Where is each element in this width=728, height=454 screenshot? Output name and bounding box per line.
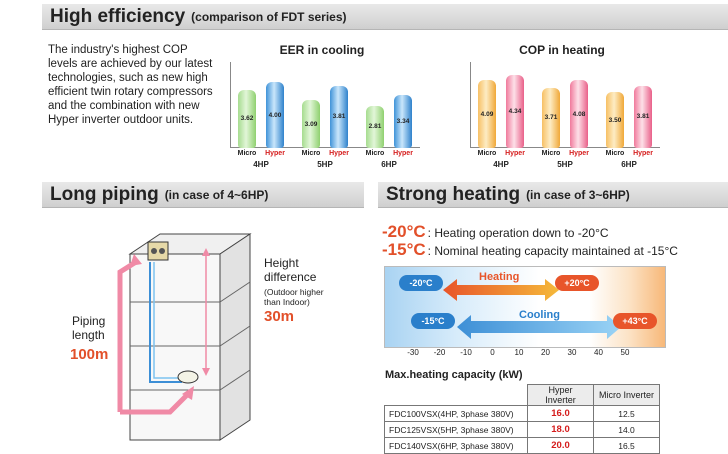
bar-micro: 4.09 (478, 80, 496, 148)
series-label: Hyper (633, 150, 653, 157)
heat-max-badge: +20°C (555, 275, 599, 291)
section-title: High efficiency (50, 5, 186, 27)
height-note: (Outdoor higher than Indoor) (264, 287, 324, 307)
section-subtitle: (comparison of FDT series) (191, 9, 347, 24)
temperature-range-chart: -20°C +20°C -15°C +43°C Heating Cooling (384, 266, 666, 348)
axis-tick-label: -30 (407, 348, 419, 357)
strong-heating-banner: Strong heating (in case of 3~6HP) (378, 182, 728, 208)
category-label: 4HP (493, 160, 509, 169)
height-label-line-2: difference (264, 270, 317, 284)
bar-hyper: 4.08 (570, 80, 588, 148)
cooling-label: Cooling (519, 309, 560, 321)
series-label: Hyper (329, 150, 349, 157)
chart-title: COP in heating (519, 43, 605, 57)
section-subtitle: (in case of 4~6HP) (164, 187, 269, 202)
axis-tick-label: 20 (541, 348, 550, 357)
height-label: Height difference (264, 256, 316, 284)
series-label: Micro (301, 150, 321, 157)
section-title: Long piping (50, 183, 159, 205)
table-row: FDC140VSX(6HP, 3phase 380V) 20.0 16.5 (384, 437, 660, 454)
axis-tick-label: 50 (620, 348, 630, 357)
piping-length-value: 100m (70, 346, 109, 363)
temp-value: -15°C (382, 240, 426, 259)
category-label: 4HP (253, 160, 269, 169)
table-header: Micro Inverter (593, 384, 660, 406)
series-label: Micro (541, 150, 561, 157)
hyper-cell: 18.0 (527, 421, 594, 438)
chart-title: EER in cooling (279, 43, 365, 57)
height-label-line-1: Height (264, 256, 299, 270)
table-header (384, 384, 528, 406)
table-row: FDC125VSX(5HP, 3phase 380V) 18.0 14.0 (384, 421, 660, 438)
model-cell: FDC140VSX(6HP, 3phase 380V) (384, 437, 528, 454)
hyper-cell: 20.0 (527, 437, 594, 454)
heating-line-1: -20°C : Heating operation down to -20°C (382, 222, 609, 242)
category-label: 5HP (317, 160, 333, 169)
building-piping-illustration (117, 233, 252, 441)
piping-label: Piping length (72, 314, 105, 342)
bar-hyper: 3.81 (330, 85, 348, 148)
category-label: 6HP (621, 160, 637, 169)
bar-hyper: 3.81 (634, 85, 652, 148)
cooling-range-arrow (457, 315, 621, 339)
series-label: Micro (365, 150, 385, 157)
efficiency-intro-text: The industry's highest COP levels are ac… (48, 44, 213, 126)
section-subtitle: (in case of 3~6HP) (526, 187, 630, 202)
cool-min-badge: -15°C (411, 313, 455, 329)
heating-line-text: : Heating operation down to -20°C (427, 226, 609, 240)
axis-tick-label: 10 (514, 348, 524, 357)
micro-cell: 14.0 (593, 421, 660, 438)
table-header: Hyper Inverter (527, 384, 594, 406)
series-label: Micro (477, 150, 497, 157)
bar-micro: 3.09 (302, 100, 320, 148)
range-arrows (443, 279, 621, 339)
long-piping-banner: Long piping (in case of 4~6HP) (42, 182, 364, 208)
piping-label-line-2: length (72, 328, 105, 342)
piping-label-line-1: Piping (72, 314, 106, 328)
axis-tick-label: 40 (594, 348, 603, 357)
capacity-table: Hyper Inverter Micro Inverter FDC100VSX(… (384, 384, 660, 454)
section-title: Strong heating (386, 183, 521, 205)
temp-value: -20°C (382, 222, 426, 241)
high-efficiency-banner: High efficiency (comparison of FDT serie… (42, 4, 728, 30)
height-note-line-1: (Outdoor higher (264, 287, 324, 297)
heating-label: Heating (479, 271, 520, 283)
series-label: Micro (605, 150, 625, 157)
category-label: 6HP (381, 160, 397, 169)
chart-axis (470, 62, 660, 148)
table-row: FDC100VSX(4HP, 3phase 380V) 16.0 12.5 (384, 405, 660, 422)
bar-micro: 2.81 (366, 105, 384, 148)
heat-min-badge: -20°C (399, 275, 443, 291)
axis-tick-label: 30 (567, 348, 577, 357)
series-label: Micro (237, 150, 257, 157)
model-cell: FDC100VSX(4HP, 3phase 380V) (384, 405, 528, 422)
series-label: Hyper (265, 150, 285, 157)
height-difference-value: 30m (264, 308, 295, 325)
bar-hyper: 3.34 (394, 95, 412, 148)
series-label: Hyper (393, 150, 413, 157)
axis-tick-label: -20 (433, 348, 446, 357)
capacity-title: Max.heating capacity (kW) (385, 369, 523, 381)
table-header-row: Hyper Inverter Micro Inverter (384, 384, 660, 406)
chart-axis (230, 62, 420, 148)
cool-max-badge: +43°C (613, 313, 657, 329)
hyper-cell: 16.0 (527, 405, 594, 422)
category-label: 5HP (557, 160, 573, 169)
series-label: Hyper (569, 150, 589, 157)
model-cell: FDC125VSX(5HP, 3phase 380V) (384, 421, 528, 438)
micro-cell: 16.5 (593, 437, 660, 454)
micro-cell: 12.5 (593, 405, 660, 422)
bar-micro: 3.71 (542, 87, 560, 148)
heating-range-arrow (443, 279, 559, 301)
height-note-line-2: than Indoor) (264, 297, 310, 307)
heating-line-2: -15°C : Nominal heating capacity maintai… (382, 240, 678, 260)
bar-hyper: 4.00 (266, 82, 284, 148)
bar-micro: 3.50 (606, 92, 624, 148)
bar-micro: 3.62 (238, 89, 256, 148)
axis-tick-label: 0 (490, 348, 495, 357)
axis-tick-label: -10 (460, 348, 472, 357)
bar-hyper: 4.34 (506, 75, 524, 148)
heating-line-text: : Nominal heating capacity maintained at… (427, 244, 678, 258)
series-label: Hyper (505, 150, 525, 157)
